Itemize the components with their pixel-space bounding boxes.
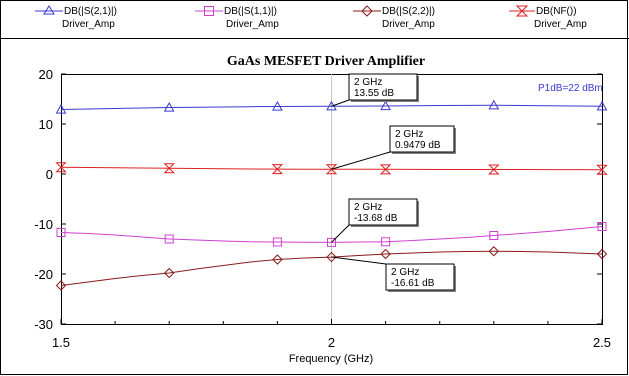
bowtie-marker xyxy=(271,164,284,175)
diamond-marker xyxy=(596,248,608,260)
legend-label-s21: DB(|S(2,1)|) xyxy=(64,6,117,17)
bowtie-marker xyxy=(596,164,608,175)
square-marker xyxy=(164,234,174,244)
p1db-annotation: P1dB=22 dBm xyxy=(538,83,603,94)
diamond-marker xyxy=(272,254,283,265)
callout-value: 0.9479 dB xyxy=(395,140,441,151)
y-tick-label: 10 xyxy=(39,117,53,132)
triangle-marker xyxy=(596,100,608,111)
legend-item-nf: DB(NF()) Driver_Amp xyxy=(509,5,587,30)
legend-label-s22: DB(|S(2,2)|) xyxy=(382,6,435,17)
square-marker xyxy=(327,237,336,247)
x-tick-label: 1.5 xyxy=(52,335,70,350)
bowtie-marker xyxy=(163,163,175,174)
series-line-0 xyxy=(60,104,603,110)
callout-frequency: 2 GHz xyxy=(391,267,419,278)
diamond-marker xyxy=(380,248,391,260)
legend-diamond-icon xyxy=(361,5,373,17)
callout-value: -16.61 dB xyxy=(391,278,435,289)
legend-label-nf: DB(NF()) xyxy=(536,6,577,17)
callout-frequency: 2 GHz xyxy=(395,129,423,140)
legend-sublabel-s21: Driver_Amp xyxy=(62,19,115,30)
legend-item-s11: DB(|S(1,1)|) Driver_Amp xyxy=(195,6,279,30)
legend-square-icon xyxy=(204,6,214,16)
bowtie-marker xyxy=(379,164,392,175)
legend-bowtie-icon xyxy=(515,5,529,17)
legend-sublabel-nf: Driver_Amp xyxy=(534,19,587,30)
callout-box xyxy=(348,198,418,226)
y-tick-label: 20 xyxy=(39,67,53,82)
legend: DB(|S(2,1)|) Driver_Amp DB(|S(1,1)|) Dri… xyxy=(35,5,587,30)
callout-value: 13.55 dB xyxy=(354,88,394,99)
x-tick-label: 2.5 xyxy=(593,335,611,350)
callout-box xyxy=(348,73,418,101)
diamond-marker xyxy=(488,246,500,257)
callout-frequency: 2 GHz xyxy=(354,202,382,213)
y-tick-label: -10 xyxy=(34,217,53,232)
square-marker xyxy=(489,231,499,240)
bowtie-marker xyxy=(55,162,67,173)
callout-leader xyxy=(331,151,391,170)
triangle-marker xyxy=(163,101,175,112)
diamond-marker xyxy=(326,251,337,263)
legend-triangle-icon xyxy=(43,5,55,15)
diamond-marker xyxy=(55,280,67,291)
legend-label-s11: DB(|S(1,1)|) xyxy=(224,6,277,17)
square-marker xyxy=(597,222,607,231)
callout-leader xyxy=(331,224,350,243)
triangle-marker xyxy=(55,103,67,114)
data-markers xyxy=(55,99,608,291)
x-tick-label: 2 xyxy=(328,335,335,350)
callout-leader xyxy=(331,256,387,265)
axis-ticks: 20 10 0 -10 -20 -30 1.5 2 2.5 xyxy=(34,67,611,350)
callout-box xyxy=(385,263,455,291)
triangle-marker xyxy=(380,100,391,111)
triangle-marker xyxy=(488,99,500,110)
y-tick-label: -30 xyxy=(34,317,53,332)
legend-sublabel-s22: Driver_Amp xyxy=(382,19,435,30)
bowtie-marker xyxy=(325,164,338,175)
legend-item-s21: DB(|S(2,1)|) Driver_Amp xyxy=(35,5,117,30)
square-marker xyxy=(56,228,66,237)
callout-value: -13.68 dB xyxy=(354,213,398,224)
y-tick-label: -20 xyxy=(34,267,53,282)
triangle-marker xyxy=(272,100,283,111)
square-marker xyxy=(381,237,391,247)
callout-box xyxy=(389,125,455,153)
square-marker xyxy=(272,237,282,247)
bowtie-marker xyxy=(488,164,500,175)
callout-frequency: 2 GHz xyxy=(354,77,382,88)
legend-item-s22: DB(|S(2,2)|) Driver_Amp xyxy=(353,5,435,30)
y-tick-label: 0 xyxy=(46,167,53,182)
legend-sublabel-s11: Driver_Amp xyxy=(226,19,279,30)
chart-title: GaAs MESFET Driver Amplifier xyxy=(227,54,425,69)
callout-leader xyxy=(331,99,350,107)
x-axis-label: Frequency (GHz) xyxy=(289,353,373,365)
diamond-marker xyxy=(163,267,175,279)
